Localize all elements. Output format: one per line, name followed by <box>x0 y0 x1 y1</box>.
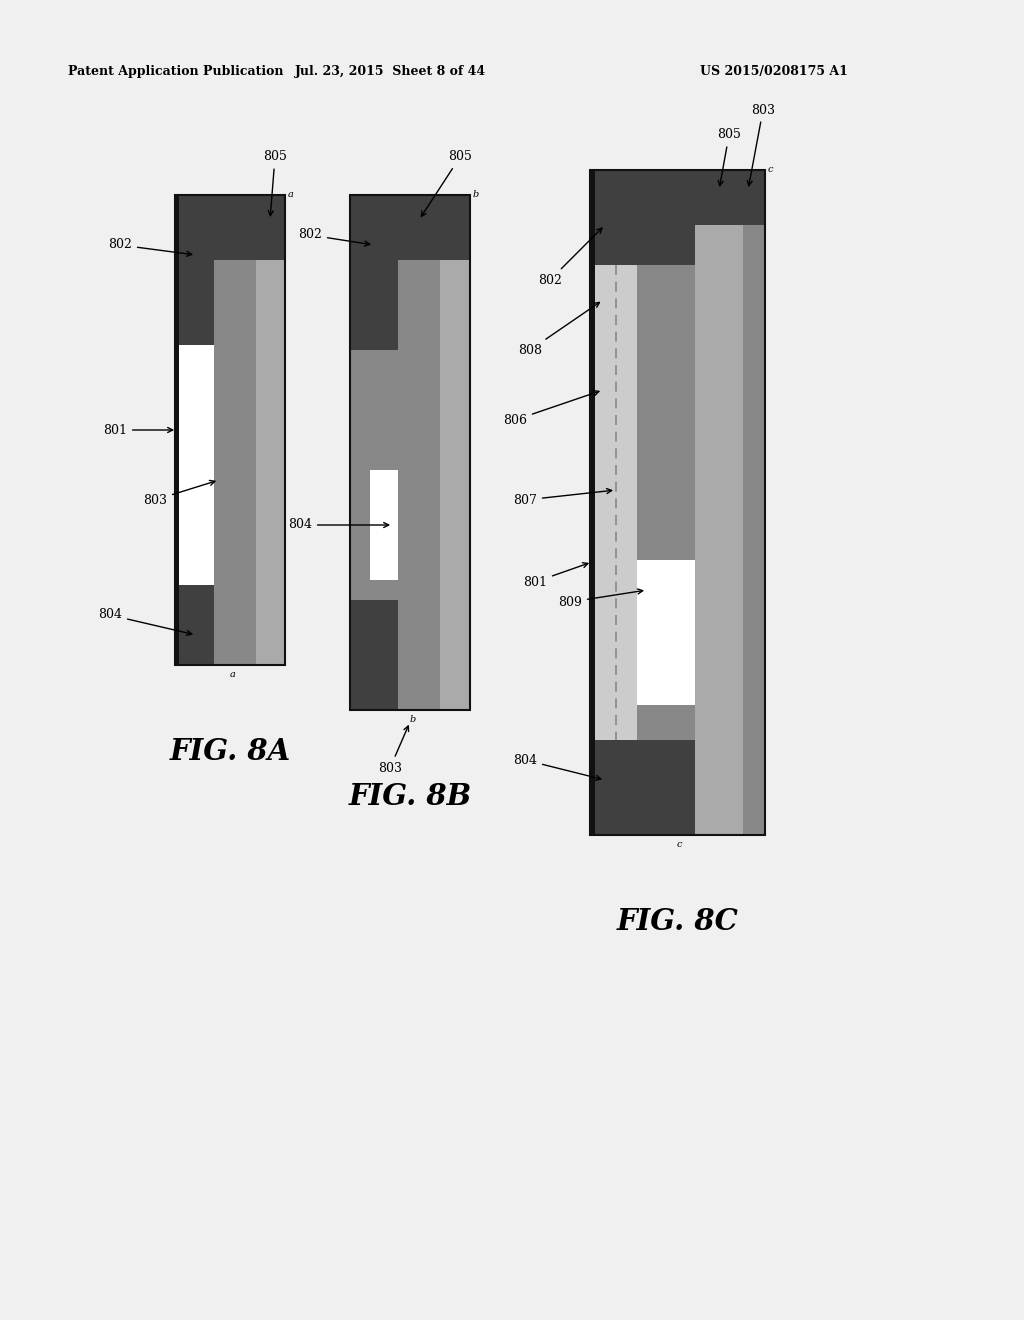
Bar <box>695 170 765 224</box>
Text: 804: 804 <box>288 519 389 532</box>
Text: 803: 803 <box>143 480 215 507</box>
Text: 802: 802 <box>298 228 370 246</box>
Text: 805: 805 <box>421 150 472 216</box>
Text: Jul. 23, 2015  Sheet 8 of 44: Jul. 23, 2015 Sheet 8 of 44 <box>295 66 485 78</box>
Bar <box>350 601 398 710</box>
Text: 803: 803 <box>378 726 409 775</box>
Text: FIG. 8C: FIG. 8C <box>616 907 738 936</box>
Text: 805: 805 <box>717 128 741 186</box>
Bar <box>595 741 695 836</box>
Bar <box>350 195 398 350</box>
Bar <box>214 195 256 665</box>
Bar <box>637 560 695 705</box>
Bar <box>370 470 398 579</box>
Bar <box>595 170 637 836</box>
Text: 808: 808 <box>518 302 599 356</box>
Bar <box>743 170 765 836</box>
Bar <box>175 195 179 665</box>
Bar <box>590 170 765 836</box>
Text: 803: 803 <box>748 103 775 186</box>
Text: 801: 801 <box>103 424 173 437</box>
Bar <box>590 170 595 836</box>
Bar <box>350 195 470 710</box>
Bar <box>637 705 695 741</box>
Bar <box>179 195 214 345</box>
Text: Patent Application Publication: Patent Application Publication <box>68 66 284 78</box>
Text: a: a <box>230 671 236 678</box>
Text: 802: 802 <box>538 228 602 286</box>
Text: b: b <box>410 715 416 723</box>
Text: FIG. 8A: FIG. 8A <box>169 737 291 766</box>
Bar <box>637 170 695 836</box>
Bar <box>398 195 440 710</box>
Bar <box>595 170 695 265</box>
Bar <box>695 170 743 836</box>
Text: US 2015/0208175 A1: US 2015/0208175 A1 <box>700 66 848 78</box>
Bar <box>179 585 214 665</box>
Text: b: b <box>473 190 479 199</box>
Text: FIG. 8B: FIG. 8B <box>348 781 472 810</box>
Text: c: c <box>677 840 683 849</box>
Text: 809: 809 <box>558 589 643 609</box>
Bar <box>175 195 285 665</box>
Text: 804: 804 <box>513 754 601 780</box>
Bar <box>695 170 765 224</box>
Bar <box>440 195 470 710</box>
Text: 801: 801 <box>523 562 588 589</box>
Text: a: a <box>288 190 294 199</box>
Bar <box>637 265 695 560</box>
Text: 802: 802 <box>109 239 191 256</box>
Bar <box>179 345 214 585</box>
Text: 804: 804 <box>98 609 191 635</box>
Text: c: c <box>768 165 773 174</box>
Text: 806: 806 <box>503 391 599 426</box>
Text: 807: 807 <box>513 488 611 507</box>
Bar <box>256 195 285 665</box>
Text: 805: 805 <box>263 150 287 215</box>
Bar <box>214 195 285 260</box>
Bar <box>398 195 470 260</box>
Bar <box>350 350 398 601</box>
